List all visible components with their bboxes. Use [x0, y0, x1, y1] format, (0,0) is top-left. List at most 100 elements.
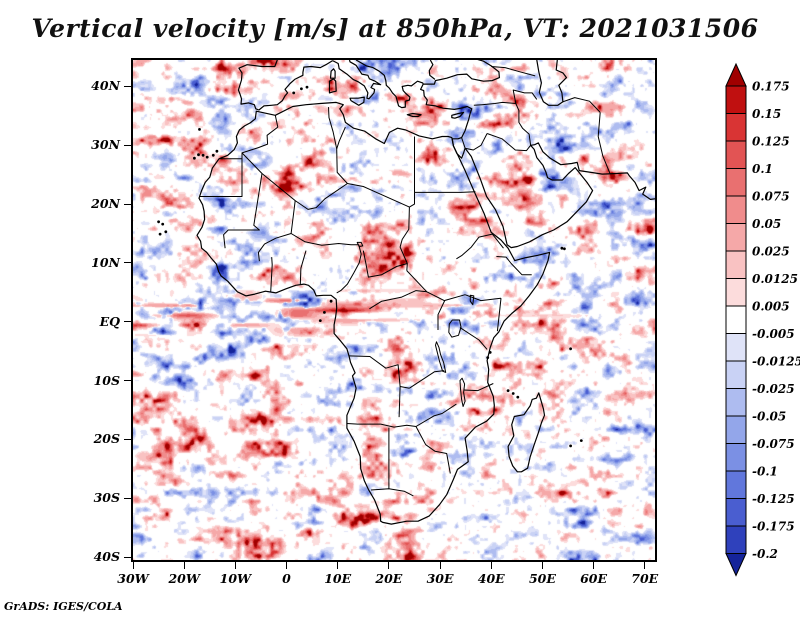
island-dot — [323, 311, 326, 314]
colorbar-label: 0.175 — [752, 80, 790, 94]
country-border — [299, 250, 307, 285]
country-border — [336, 244, 362, 294]
country-border — [496, 298, 502, 332]
lat-tick-label: 30N — [91, 137, 120, 153]
colorbar-segment — [725, 415, 747, 444]
country-border — [369, 290, 427, 310]
island-dot — [211, 153, 215, 157]
island-dot — [161, 222, 165, 226]
lon-tick-mark — [593, 562, 595, 569]
country-border — [456, 233, 504, 260]
country-border — [473, 101, 516, 106]
colorbar-label: -0.05 — [752, 410, 786, 424]
grads-attribution: GrADS: IGES/COLA — [4, 600, 123, 613]
coastline-borders-overlay — [157, 60, 655, 525]
arabia-gulf-iran-coastline — [464, 142, 655, 249]
lon-tick-label: 0 — [282, 571, 291, 586]
country-border — [336, 126, 346, 149]
island-dot — [329, 299, 333, 303]
colorbar-label: -0.075 — [752, 437, 795, 451]
lon-tick-mark — [541, 562, 543, 569]
lon-tick-mark — [439, 562, 441, 569]
island-dot — [164, 230, 168, 234]
colorbar-segment — [725, 525, 747, 554]
caspian-sea-coastline — [536, 60, 568, 106]
lat-tick-mark — [124, 438, 131, 440]
lat-tick-mark — [124, 321, 131, 323]
lat-tick-mark — [124, 497, 131, 499]
country-border — [463, 383, 494, 392]
island-dot — [205, 155, 209, 159]
colorbar-label: -0.2 — [752, 547, 778, 561]
cyprus-coastline — [451, 111, 465, 119]
lat-tick-label: 10N — [91, 254, 120, 270]
colorbar-segment — [725, 498, 747, 527]
island-dot — [511, 392, 515, 395]
sardinia-coastline — [328, 78, 337, 94]
lat-tick-label: 40N — [91, 78, 120, 94]
balkan-greece-coastline — [355, 60, 424, 109]
colorbar-arrow-down — [725, 553, 747, 577]
country-border — [362, 250, 408, 278]
colorbar-segment — [725, 168, 747, 197]
lat-tick-mark — [124, 144, 131, 146]
lake-outline — [459, 377, 466, 407]
sicily-coastline — [349, 96, 365, 106]
africa-coastline — [196, 101, 551, 525]
country-border — [347, 183, 415, 208]
colorbar-label: 0.05 — [752, 217, 781, 231]
island-dot — [215, 149, 219, 153]
island-dot — [579, 439, 583, 442]
lat-tick-mark — [124, 380, 131, 382]
lon-tick-label: 10E — [324, 571, 352, 586]
island-dot — [305, 85, 309, 89]
country-border — [199, 158, 243, 197]
island-dot — [560, 246, 564, 250]
lon-tick-label: 10W — [219, 571, 252, 586]
colorbar-segment — [725, 333, 747, 362]
lat-tick-mark — [124, 203, 131, 205]
sinai-coastline — [451, 138, 466, 159]
island-dot — [201, 153, 205, 157]
colorbar-label: 0.025 — [752, 245, 790, 259]
chart-title: Vertical velocity [m/s] at 850hPa, VT: 2… — [31, 14, 759, 43]
lat-tick-label: 10S — [93, 372, 120, 388]
country-border — [597, 112, 611, 174]
colorbar-label: 0.0125 — [752, 272, 798, 286]
lat-tick-label: EQ — [99, 313, 120, 329]
lake-outline — [356, 241, 364, 247]
colorbar-label: -0.1 — [752, 465, 778, 479]
island-dot — [193, 156, 196, 160]
country-border — [348, 355, 410, 389]
island-dot — [292, 91, 296, 95]
country-border — [415, 403, 457, 427]
lake-outline — [469, 294, 475, 306]
colorbar-segment — [725, 360, 747, 389]
colorbar-label: 0.005 — [752, 300, 790, 314]
country-border — [496, 256, 532, 276]
country-border — [328, 107, 348, 184]
island-dot — [318, 319, 322, 322]
lon-tick-label: 50E — [528, 571, 556, 586]
island-dot — [157, 220, 160, 224]
country-border — [437, 300, 446, 330]
country-border — [370, 488, 414, 497]
crete-coastline — [406, 112, 422, 118]
island-dot — [300, 87, 303, 91]
colorbar-label: 0.125 — [752, 135, 790, 149]
lake-outline — [435, 341, 447, 373]
island-dot — [198, 128, 201, 131]
lat-tick-label: 30S — [93, 490, 120, 506]
lon-tick-label: 30W — [117, 571, 149, 586]
levant-anatolia-coastline — [420, 60, 500, 140]
black-sea-west-coastline — [428, 60, 436, 80]
lat-tick-label: 20N — [91, 196, 120, 212]
colorbar: 0.175 0.15 0.125 0.1 0.075 0.05 0.025 0.0125 0.0… — [725, 62, 800, 577]
lon-tick-mark — [183, 562, 185, 569]
colorbar-segment — [725, 85, 747, 114]
country-border — [270, 257, 273, 292]
colorbar-label: 0.075 — [752, 190, 790, 204]
country-border — [515, 103, 532, 146]
country-border — [398, 386, 401, 418]
madagascar-coastline — [507, 392, 546, 473]
